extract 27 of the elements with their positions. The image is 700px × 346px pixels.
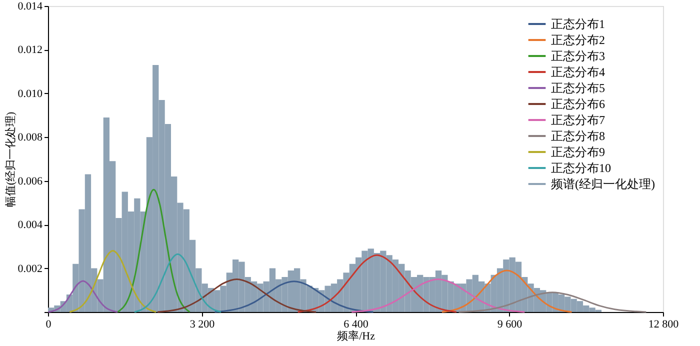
line-series: [48, 280, 118, 313]
y-tick-label: 0.008: [18, 132, 43, 144]
legend-label: 正态分布5: [551, 81, 605, 95]
legend-label: 正态分布2: [551, 33, 605, 47]
line-series: [116, 188, 190, 313]
legend-label: 正态分布8: [551, 129, 605, 143]
legend-label: 正态分布10: [551, 161, 611, 175]
legend-label: 正态分布1: [551, 17, 605, 31]
y-tick-label: 0.012: [18, 44, 42, 56]
y-tick-label: 0.002: [18, 262, 42, 275]
legend-label: 正态分布6: [551, 97, 605, 111]
y-tick-label: 0.004: [18, 219, 43, 232]
legend-label: 正态分布9: [551, 145, 605, 159]
legend-label: 正态分布7: [551, 113, 605, 127]
x-tick-label: 0: [46, 318, 52, 330]
x-axis-title: 频率/Hz: [337, 330, 376, 342]
legend-label: 正态分布3: [551, 49, 605, 63]
y-tick-label: 0.014: [18, 0, 43, 12]
y-tick-label: 0.010: [18, 88, 43, 100]
legend-label: 正态分布4: [551, 65, 605, 79]
x-tick-label: 12 800: [648, 318, 680, 330]
y-axis-title: 幅值(经归一化处理): [4, 112, 17, 208]
x-tick-label: 9 600: [497, 318, 523, 330]
x-tick-label: 6 400: [344, 318, 369, 330]
y-tick-label: 0.006: [18, 175, 43, 188]
legend-label: 频谱(经归一化处理): [551, 177, 655, 191]
x-tick-label: 3 200: [190, 318, 216, 330]
